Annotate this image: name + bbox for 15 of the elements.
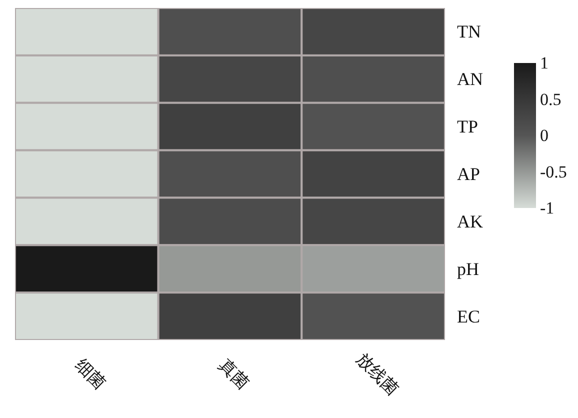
color-bar-label: -1 (540, 198, 554, 218)
y-tick-label: TP (457, 116, 478, 137)
y-tick-label: AN (457, 69, 483, 90)
color-bar-label: 0.5 (540, 90, 562, 109)
color-bar-label: 1 (540, 54, 548, 72)
x-tick-label: 放线菌 (352, 349, 402, 399)
x-tick-label: 真菌 (215, 355, 253, 393)
y-tick-label: EC (457, 306, 480, 326)
color-bar-label: 0 (540, 126, 548, 145)
x-tick-label: 细菌 (72, 355, 110, 393)
color-bar-label: -0.5 (540, 162, 567, 182)
y-tick-label: TN (457, 22, 481, 42)
y-tick-label: AP (457, 164, 480, 184)
y-tick-label: AK (457, 211, 483, 232)
y-tick-label: pH (457, 258, 479, 279)
